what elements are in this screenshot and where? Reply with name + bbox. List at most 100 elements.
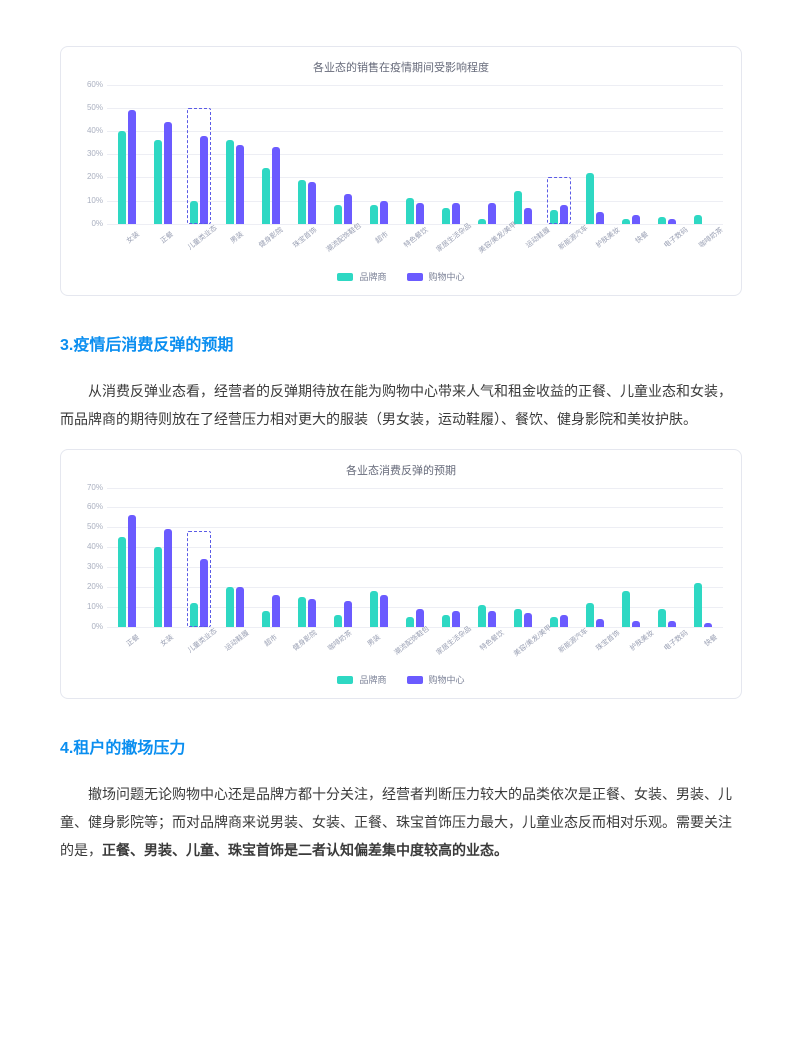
bar-mall (524, 208, 532, 224)
bar-brand (658, 609, 666, 627)
chart1-plot: 0%10%20%30%40%50%60% (107, 85, 723, 225)
legend-brand-label: 品牌商 (359, 672, 386, 688)
bar-mall (560, 205, 568, 224)
bar-group (145, 85, 181, 224)
bar-brand (154, 140, 162, 223)
bar-brand (226, 587, 234, 627)
bar-group (397, 85, 433, 224)
bar-group (505, 488, 541, 627)
bar-mall (128, 110, 136, 224)
bar-group (109, 488, 145, 627)
chart2-title: 各业态消费反弹的预期 (79, 462, 723, 482)
bar-mall (524, 613, 532, 627)
bar-mall (164, 529, 172, 626)
bar-brand (118, 537, 126, 626)
section4-heading: 4.租户的撤场压力 (60, 735, 742, 764)
bar-mall (596, 619, 604, 627)
y-tick-label: 20% (79, 170, 103, 184)
legend-brand-swatch (337, 273, 353, 281)
bar-group (325, 488, 361, 627)
bar-group (469, 488, 505, 627)
bar-group (289, 488, 325, 627)
bar-brand (478, 219, 486, 224)
bar-brand (406, 198, 414, 223)
bar-brand (442, 615, 450, 627)
y-tick-label: 10% (79, 193, 103, 207)
bar-brand (118, 131, 126, 224)
bars-row (107, 85, 723, 224)
bar-mall (596, 212, 604, 224)
bar-brand (154, 547, 162, 626)
bar-group (613, 488, 649, 627)
legend-mall-label: 购物中心 (429, 672, 465, 688)
bar-mall (632, 621, 640, 627)
section3-paragraph: 从消费反弹业态看，经营者的反弹期待放在能为购物中心带来人气和租金收益的正餐、儿童… (60, 377, 742, 433)
bar-group (181, 85, 217, 224)
bars-row (107, 488, 723, 627)
chart1-legend: 品牌商 购物中心 (79, 269, 723, 285)
legend-mall-label: 购物中心 (429, 269, 465, 285)
bar-brand (550, 210, 558, 224)
bar-mall (272, 147, 280, 223)
bar-mall (128, 515, 136, 626)
y-tick-label: 0% (79, 619, 103, 633)
y-tick-label: 50% (79, 101, 103, 115)
bar-brand (370, 205, 378, 224)
bar-mall (236, 145, 244, 224)
section3-heading: 3.疫情后消费反弹的预期 (60, 332, 742, 361)
y-tick-label: 50% (79, 520, 103, 534)
bar-group (253, 85, 289, 224)
chart2-x-axis: 正餐女装儿童类业态运动鞋履超市健身影院咖啡奶茶男装潮流配饰鞋包家居生活杂品特色餐… (107, 628, 723, 662)
bar-group (685, 85, 721, 224)
bar-mall (200, 136, 208, 224)
bar-brand (586, 173, 594, 224)
bar-brand (514, 609, 522, 627)
legend-mall: 购物中心 (407, 269, 465, 285)
bar-mall (200, 559, 208, 627)
bar-brand (334, 205, 342, 224)
bar-brand (442, 208, 450, 224)
chart2-legend: 品牌商 购物中心 (79, 672, 723, 688)
chart1-x-axis: 女装正餐儿童类业态男装健身影院珠宝首饰潮流配饰鞋包超市特色餐饮家居生活杂品美容/… (107, 225, 723, 259)
bar-group (541, 85, 577, 224)
bar-brand (658, 217, 666, 224)
y-tick-label: 60% (79, 78, 103, 92)
y-tick-label: 60% (79, 500, 103, 514)
bar-brand (694, 215, 702, 224)
bar-group (577, 488, 613, 627)
bar-group (325, 85, 361, 224)
bar-group (289, 85, 325, 224)
bar-group (145, 488, 181, 627)
bar-group (361, 85, 397, 224)
bar-group (505, 85, 541, 224)
bar-mall (560, 615, 568, 627)
bar-group (217, 85, 253, 224)
bar-group (253, 488, 289, 627)
bar-mall (488, 203, 496, 224)
legend-brand-label: 品牌商 (359, 269, 386, 285)
bar-brand (622, 591, 630, 627)
bar-brand (262, 611, 270, 627)
y-tick-label: 70% (79, 480, 103, 494)
bar-brand (298, 180, 306, 224)
y-tick-label: 30% (79, 147, 103, 161)
bar-group (109, 85, 145, 224)
legend-mall: 购物中心 (407, 672, 465, 688)
y-tick-label: 10% (79, 600, 103, 614)
y-tick-label: 20% (79, 580, 103, 594)
bar-brand (550, 617, 558, 627)
bar-brand (226, 140, 234, 223)
bar-mall (164, 122, 172, 224)
x-tick-label: 咖啡奶茶 (690, 218, 736, 263)
legend-brand-swatch (337, 676, 353, 684)
section4-paragraph: 撤场问题无论购物中心还是品牌方都十分关注，经营者判断压力较大的品类依次是正餐、女… (60, 780, 742, 864)
bar-brand (622, 219, 630, 224)
bar-brand (262, 168, 270, 224)
bar-group (181, 488, 217, 627)
bar-group (577, 85, 613, 224)
bar-group (469, 85, 505, 224)
bar-brand (370, 591, 378, 627)
bar-group (541, 488, 577, 627)
bar-group (613, 85, 649, 224)
bar-group (649, 488, 685, 627)
